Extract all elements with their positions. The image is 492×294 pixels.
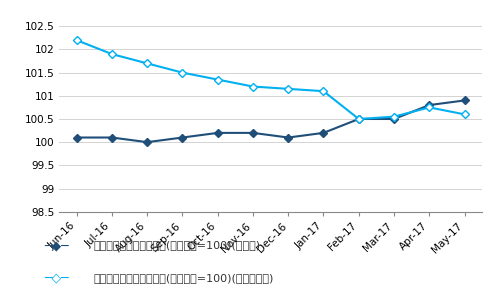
饮料、烟酒零售价格指数(上年同期=100)(本期数) xyxy=(356,117,362,121)
Line: 饮料、烟酒零售价格指数(上年同期=100)(本期累计数): 饮料、烟酒零售价格指数(上年同期=100)(本期累计数) xyxy=(74,37,467,122)
饮料、烟酒零售价格指数(上年同期=100)(本期数) xyxy=(461,99,467,102)
饮料、烟酒零售价格指数(上年同期=100)(本期数) xyxy=(426,103,432,107)
Text: 饮料、烟酒零售价格指数(上年同期=100)(本期累计数): 饮料、烟酒零售价格指数(上年同期=100)(本期累计数) xyxy=(93,273,274,283)
饮料、烟酒零售价格指数(上年同期=100)(本期数) xyxy=(250,131,256,135)
饮料、烟酒零售价格指数(上年同期=100)(本期累计数) xyxy=(109,52,115,56)
饮料、烟酒零售价格指数(上年同期=100)(本期数) xyxy=(285,136,291,139)
饮料、烟酒零售价格指数(上年同期=100)(本期累计数) xyxy=(391,115,397,118)
饮料、烟酒零售价格指数(上年同期=100)(本期累计数) xyxy=(250,85,256,88)
Text: ─◆─: ─◆─ xyxy=(44,239,69,252)
饮料、烟酒零售价格指数(上年同期=100)(本期数) xyxy=(74,136,80,139)
饮料、烟酒零售价格指数(上年同期=100)(本期累计数) xyxy=(285,87,291,91)
饮料、烟酒零售价格指数(上年同期=100)(本期数) xyxy=(391,117,397,121)
饮料、烟酒零售价格指数(上年同期=100)(本期累计数) xyxy=(144,62,150,65)
饮料、烟酒零售价格指数(上年同期=100)(本期累计数) xyxy=(320,89,326,93)
饮料、烟酒零售价格指数(上年同期=100)(本期累计数) xyxy=(426,106,432,109)
饮料、烟酒零售价格指数(上年同期=100)(本期累计数) xyxy=(74,39,80,42)
饮料、烟酒零售价格指数(上年同期=100)(本期累计数) xyxy=(215,78,220,81)
饮料、烟酒零售价格指数(上年同期=100)(本期数) xyxy=(320,131,326,135)
饮料、烟酒零售价格指数(上年同期=100)(本期数) xyxy=(109,136,115,139)
饮料、烟酒零售价格指数(上年同期=100)(本期累计数) xyxy=(356,117,362,121)
饮料、烟酒零售价格指数(上年同期=100)(本期数) xyxy=(180,136,185,139)
饮料、烟酒零售价格指数(上年同期=100)(本期累计数) xyxy=(180,71,185,74)
饮料、烟酒零售价格指数(上年同期=100)(本期累计数) xyxy=(461,113,467,116)
饮料、烟酒零售价格指数(上年同期=100)(本期数) xyxy=(215,131,220,135)
Text: ─◇─: ─◇─ xyxy=(44,271,69,284)
Text: 饮料、烟酒零售价格指数(上年同期=100)(本期数): 饮料、烟酒零售价格指数(上年同期=100)(本期数) xyxy=(93,240,261,250)
饮料、烟酒零售价格指数(上年同期=100)(本期数) xyxy=(144,141,150,144)
Line: 饮料、烟酒零售价格指数(上年同期=100)(本期数): 饮料、烟酒零售价格指数(上年同期=100)(本期数) xyxy=(74,98,467,145)
